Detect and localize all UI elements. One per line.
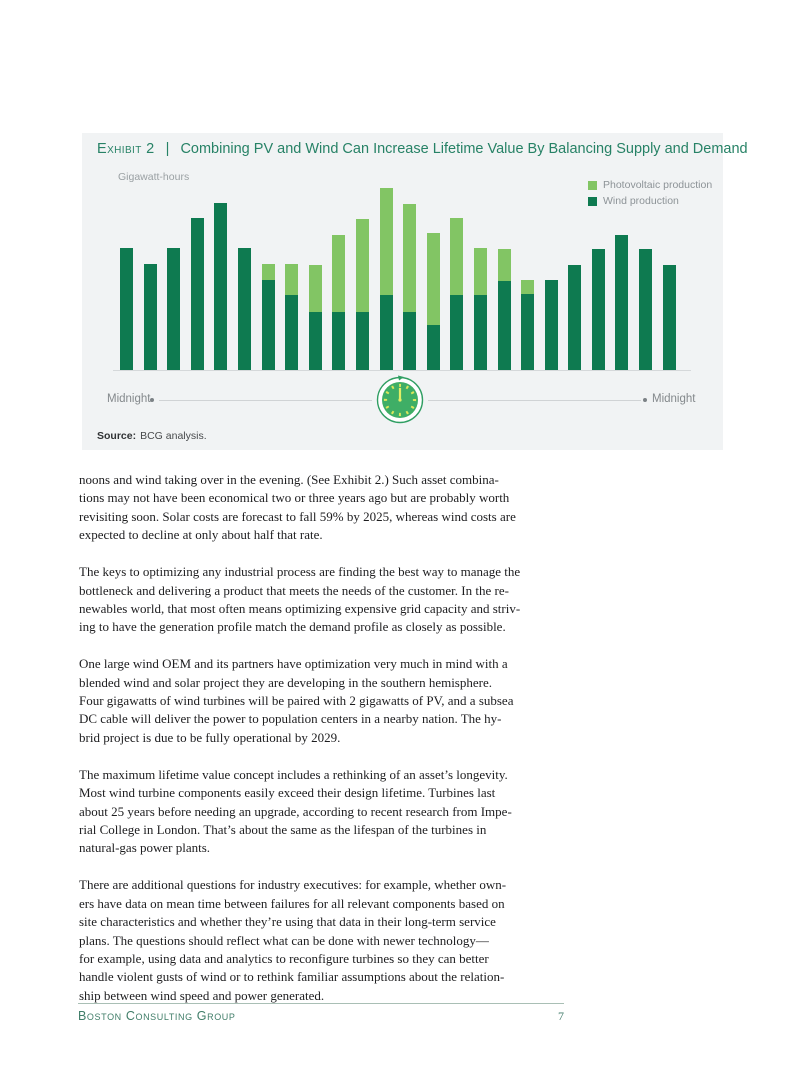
- legend-item-wind: Wind production: [588, 195, 712, 207]
- photovoltaic-swatch-icon: [588, 180, 597, 190]
- x-axis-baseline: [113, 370, 691, 371]
- stacked-bar-chart: [120, 183, 676, 370]
- legend-item-photovoltaic: Photovoltaic production: [588, 179, 712, 191]
- pv-segment: [521, 280, 535, 294]
- bar-hour-14: [450, 218, 464, 370]
- wind-segment: [214, 203, 228, 370]
- bar-hour-16: [497, 249, 511, 370]
- source-label: Source:: [97, 430, 137, 442]
- bar-hour-2: [167, 248, 181, 370]
- wind-segment: [308, 312, 322, 370]
- pv-segment: [379, 188, 393, 295]
- source-note: Source: BCG analysis.: [97, 430, 207, 442]
- wind-segment: [662, 265, 676, 370]
- bar-hour-0: [120, 248, 133, 370]
- wind-segment: [591, 249, 605, 370]
- pv-segment: [426, 233, 440, 325]
- body-copy: noons and wind taking over in the evenin…: [79, 471, 591, 1024]
- footer-brand: Boston Consulting Group: [78, 1009, 236, 1023]
- pv-segment: [308, 265, 322, 312]
- pv-segment: [473, 248, 487, 295]
- wind-segment: [355, 312, 369, 370]
- pv-segment: [450, 218, 464, 295]
- wind-segment: [403, 312, 417, 370]
- bar-hour-12: [403, 204, 417, 370]
- pv-segment: [355, 219, 369, 312]
- footer-rule: [78, 1003, 564, 1004]
- bar-hour-22: [639, 249, 653, 370]
- bar-hour-7: [285, 264, 299, 370]
- paragraph-1: noons and wind taking over in the evenin…: [79, 472, 516, 543]
- page-number: 7: [558, 1009, 564, 1023]
- pv-segment: [261, 264, 275, 280]
- bar-hour-1: [143, 264, 157, 370]
- chart-legend: Photovoltaic production Wind production: [588, 179, 712, 211]
- pv-segment: [332, 235, 346, 312]
- pv-segment: [497, 249, 511, 281]
- y-axis-label: Gigawatt-hours: [118, 171, 190, 183]
- exhibit-separator: |: [165, 141, 170, 157]
- bar-hour-6: [261, 264, 275, 370]
- wind-segment: [568, 265, 582, 370]
- legend-label: Wind production: [603, 195, 679, 207]
- wind-segment: [120, 248, 133, 370]
- axis-line-right: [428, 400, 641, 401]
- paragraph-5: There are additional questions for indus…: [79, 877, 507, 1003]
- exhibit-title-text: Combining PV and Wind Can Increase Lifet…: [180, 141, 748, 157]
- bar-hour-3: [190, 218, 204, 370]
- bar-hour-21: [615, 235, 629, 370]
- bar-hour-13: [426, 233, 440, 370]
- bar-hour-5: [237, 248, 251, 370]
- bar-hour-4: [214, 203, 228, 370]
- axis-line-left: [159, 400, 372, 401]
- x-axis-label-midnight-right: Midnight: [652, 393, 696, 405]
- wind-segment: [450, 295, 464, 370]
- bar-hour-10: [355, 219, 369, 370]
- wind-segment: [143, 264, 157, 370]
- axis-dot-left: [150, 398, 154, 402]
- axis-dot-right: [643, 398, 647, 402]
- bar-hour-15: [473, 248, 487, 370]
- wind-segment: [332, 312, 346, 370]
- bar-hour-23: [662, 265, 676, 370]
- pv-segment: [285, 264, 299, 295]
- legend-label: Photovoltaic production: [603, 179, 713, 191]
- page-footer: Boston Consulting Group 7: [78, 1009, 564, 1024]
- source-text: BCG analysis.: [140, 430, 207, 442]
- paragraph-2: The keys to optimizing any industrial pr…: [79, 564, 521, 635]
- wind-segment: [261, 280, 275, 370]
- paragraph-4: The maximum lifetime value concept inclu…: [79, 766, 512, 856]
- wind-segment: [426, 325, 440, 370]
- wind-segment: [285, 295, 299, 370]
- wind-segment: [497, 281, 511, 370]
- exhibit-number: Exhibit 2: [97, 141, 155, 157]
- bar-hour-17: [521, 280, 535, 370]
- wind-segment: [190, 218, 204, 370]
- wind-segment: [473, 295, 487, 370]
- bar-hour-8: [308, 265, 322, 370]
- bar-hour-20: [591, 249, 605, 370]
- clock-icon: [376, 375, 424, 424]
- wind-swatch-icon: [588, 196, 597, 206]
- bar-hour-9: [332, 235, 346, 370]
- wind-segment: [521, 294, 535, 370]
- bar-hour-18: [544, 280, 558, 370]
- bar-hour-19: [568, 265, 582, 370]
- exhibit-title: Exhibit 2 | Combining PV and Wind Can In…: [97, 141, 748, 157]
- wind-segment: [167, 248, 181, 370]
- pv-segment: [403, 204, 417, 312]
- paragraph-3: One large wind OEM and its partners have…: [79, 656, 514, 745]
- wind-segment: [379, 295, 393, 370]
- wind-segment: [544, 280, 558, 370]
- exhibit-card: Exhibit 2 | Combining PV and Wind Can In…: [82, 133, 748, 450]
- bar-hour-11: [379, 188, 393, 370]
- wind-segment: [237, 248, 251, 370]
- x-axis-label-midnight-left: Midnight: [107, 393, 151, 405]
- wind-segment: [615, 235, 629, 370]
- wind-segment: [639, 249, 653, 370]
